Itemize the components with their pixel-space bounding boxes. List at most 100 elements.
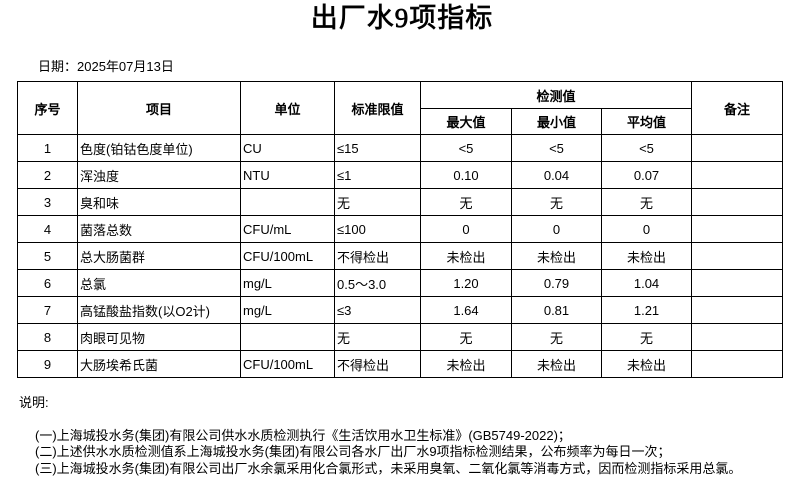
row-avg: 1.21 [600, 296, 693, 324]
row-remark [691, 350, 784, 378]
row-limit: 0.5～3.0 [334, 269, 421, 297]
row-min: 无 [511, 188, 602, 216]
row-min: 0.81 [511, 296, 602, 324]
row-unit: mg/L [240, 269, 335, 297]
note-line: (二)上述供水水质检测值系上海城投水务(集团)有限公司各水厂出厂水9项指标检测结… [35, 444, 671, 459]
row-seq: 1 [17, 134, 78, 162]
header-seq: 序号 [17, 81, 78, 135]
row-avg: 1.04 [600, 269, 693, 297]
table-header-row-2: 最大值 最小值 平均值 [18, 108, 783, 135]
row-unit: CFU/100mL [240, 242, 335, 270]
indicators-table: 序号 项目 单位 标准限值 检测值 备注 最大值 最小值 平均值 1 色度(铂钴… [17, 81, 784, 378]
row-max: 1.20 [420, 269, 512, 297]
header-min: 最小值 [511, 108, 602, 135]
row-max: 无 [420, 188, 512, 216]
row-limit: ≤15 [334, 134, 421, 162]
notes-section: 说明: (一)上海城投水务(集团)有限公司供水水质检测执行《生活饮用水卫生标准》… [19, 395, 741, 477]
row-avg: 未检出 [600, 242, 693, 270]
table-row: 2 浑浊度 NTU ≤1 0.10 0.04 0.07 [17, 161, 784, 189]
row-remark [691, 161, 784, 189]
row-avg: 无 [600, 323, 693, 351]
table-row: 3 臭和味 无 无 无 无 [17, 188, 784, 216]
row-avg: 0 [600, 215, 693, 243]
table-row: 6 总氯 mg/L 0.5～3.0 1.20 0.79 1.04 [17, 269, 784, 297]
row-seq: 2 [17, 161, 78, 189]
row-limit: 不得检出 [334, 242, 421, 270]
row-avg: 无 [600, 188, 693, 216]
row-item: 高锰酸盐指数(以O2计) [77, 296, 241, 324]
row-limit: ≤3 [334, 296, 421, 324]
row-seq: 6 [17, 269, 78, 297]
table-row: 7 高锰酸盐指数(以O2计) mg/L ≤3 1.64 0.81 1.21 [17, 296, 784, 324]
table-row: 8 肉眼可见物 无 无 无 无 [17, 323, 784, 351]
notes-heading: 说明: [19, 395, 49, 410]
row-seq: 9 [17, 350, 78, 378]
table-row: 4 菌落总数 CFU/mL ≤100 0 0 0 [17, 215, 784, 243]
row-min: 未检出 [511, 350, 602, 378]
row-min: 未检出 [511, 242, 602, 270]
row-remark [691, 296, 784, 324]
row-item: 肉眼可见物 [77, 323, 241, 351]
row-min: 无 [511, 323, 602, 351]
header-remark: 备注 [691, 81, 784, 135]
row-unit: CFU/mL [240, 215, 335, 243]
row-unit: mg/L [240, 296, 335, 324]
header-limit: 标准限值 [334, 81, 421, 135]
row-item: 总氯 [77, 269, 241, 297]
note-line: (一)上海城投水务(集团)有限公司供水水质检测执行《生活饮用水卫生标准》(GB5… [35, 427, 571, 443]
row-avg: <5 [600, 134, 693, 162]
page-title: 出厂水9项指标 [310, 3, 494, 34]
row-item: 菌落总数 [77, 215, 241, 243]
row-seq: 4 [17, 215, 78, 243]
row-seq: 3 [17, 188, 78, 216]
table-row: 9 大肠埃希氏菌 CFU/100mL 不得检出 未检出 未检出 未检出 [17, 350, 784, 378]
row-limit: 不得检出 [334, 350, 421, 378]
row-limit: 无 [334, 188, 421, 216]
row-seq: 8 [17, 323, 78, 351]
row-item: 总大肠菌群 [77, 242, 241, 270]
row-remark [691, 188, 784, 216]
row-max: 0 [420, 215, 512, 243]
row-max: 1.64 [420, 296, 512, 324]
table-row: 1 色度(铂钴色度单位) CU ≤15 <5 <5 <5 [17, 134, 784, 162]
row-item: 色度(铂钴色度单位) [77, 134, 241, 162]
table-header-row-1: 序号 项目 单位 标准限值 检测值 备注 [17, 81, 784, 135]
row-min: 0.04 [511, 161, 602, 189]
table-row: 5 总大肠菌群 CFU/100mL 不得检出 未检出 未检出 未检出 [17, 242, 784, 270]
note-line: (三)上海城投水务(集团)有限公司出厂水余氯采用化合氯形式，未采用臭氧、二氧化氯… [35, 460, 742, 476]
header-detect-group: 检测值 [419, 81, 693, 109]
row-min: 0.79 [511, 269, 602, 297]
row-avg: 0.07 [600, 161, 693, 189]
row-remark [691, 269, 784, 297]
report-date: 日期：2025年07月13日 [38, 59, 174, 74]
row-min: <5 [511, 134, 602, 162]
row-remark [691, 215, 784, 243]
row-item: 臭和味 [77, 188, 241, 216]
row-max: 未检出 [420, 242, 512, 270]
row-max: 无 [420, 323, 512, 351]
row-remark [691, 323, 784, 351]
row-limit: 无 [334, 323, 421, 351]
row-max: <5 [420, 134, 512, 162]
row-seq: 7 [17, 296, 78, 324]
row-unit [240, 188, 335, 216]
row-remark [691, 242, 784, 270]
row-unit: CU [240, 134, 335, 162]
row-max: 0.10 [420, 161, 512, 189]
row-limit: ≤100 [334, 215, 421, 243]
row-item: 浑浊度 [77, 161, 241, 189]
row-unit: NTU [240, 161, 335, 189]
header-avg: 平均值 [600, 108, 693, 135]
row-unit: CFU/100mL [240, 350, 335, 378]
row-max: 未检出 [420, 350, 512, 378]
row-avg: 未检出 [600, 350, 693, 378]
row-item: 大肠埃希氏菌 [77, 350, 241, 378]
row-limit: ≤1 [334, 161, 421, 189]
header-max: 最大值 [420, 108, 512, 135]
row-remark [691, 134, 784, 162]
header-unit: 单位 [240, 81, 335, 135]
notes-items: (一)上海城投水务(集团)有限公司供水水质检测执行《生活饮用水卫生标准》(GB5… [19, 428, 741, 478]
row-min: 0 [511, 215, 602, 243]
row-seq: 5 [17, 242, 78, 270]
